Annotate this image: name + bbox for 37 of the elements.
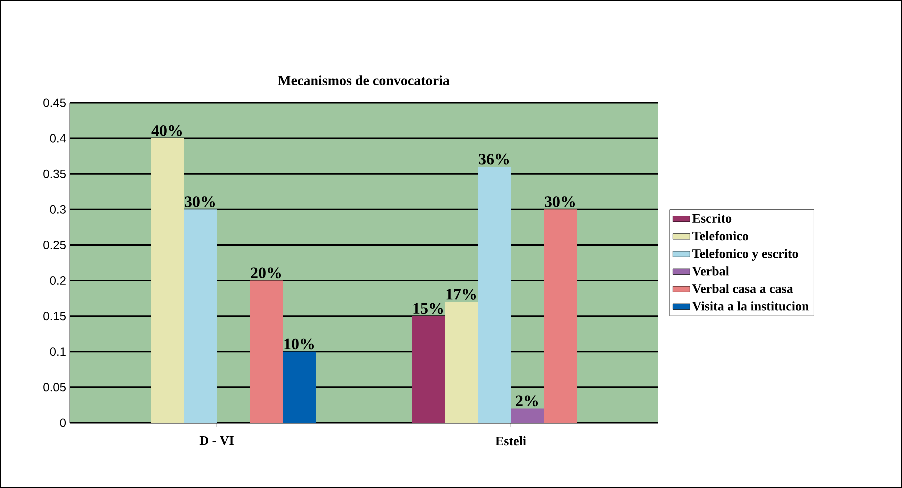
y-tick-label: 0.25	[44, 240, 66, 250]
data-label: 10%	[284, 338, 314, 350]
legend-label: Telefonico	[692, 231, 748, 241]
y-tick-label: 0.15	[44, 312, 66, 321]
data-label: 17%	[446, 289, 476, 300]
y-tick-label: 0.45	[44, 98, 66, 108]
data-label: 15%	[414, 303, 444, 314]
legend-label: Verbal	[692, 266, 730, 276]
bar	[184, 210, 218, 423]
data-label: 36%	[479, 154, 510, 165]
y-tick-label: 0.35	[44, 170, 66, 178]
y-tick-label: 0.4	[50, 134, 66, 143]
legend-label: Verbal casa a casa	[692, 284, 794, 294]
bar	[412, 316, 446, 423]
y-tick-label: 0.1	[50, 348, 66, 356]
x-tick-label: Esteli	[496, 436, 526, 446]
legend-label: Visita a la institucion	[692, 302, 810, 311]
bar	[511, 408, 544, 423]
data-label: 30%	[545, 196, 576, 208]
bar	[151, 138, 184, 423]
legend-label: Telefonico y escrito	[692, 248, 798, 261]
bar	[478, 166, 512, 423]
legend-label: Escrito	[692, 214, 732, 223]
y-tick-label: 0	[60, 418, 66, 428]
x-tick-label: D - VI	[200, 436, 234, 446]
data-label: 2%	[516, 396, 538, 407]
bar	[283, 352, 316, 423]
data-label: 40%	[152, 125, 182, 136]
y-tick-label: 0.2	[50, 276, 66, 286]
y-tick-label: 0.05	[44, 383, 66, 392]
bar	[544, 210, 578, 423]
data-label: 20%	[251, 268, 282, 279]
chart-title: Mecanismos de convocatoria	[278, 76, 450, 86]
bar	[250, 280, 284, 423]
bar	[445, 302, 478, 423]
data-label: 30%	[185, 196, 216, 208]
y-tick-label: 0.3	[50, 205, 66, 214]
